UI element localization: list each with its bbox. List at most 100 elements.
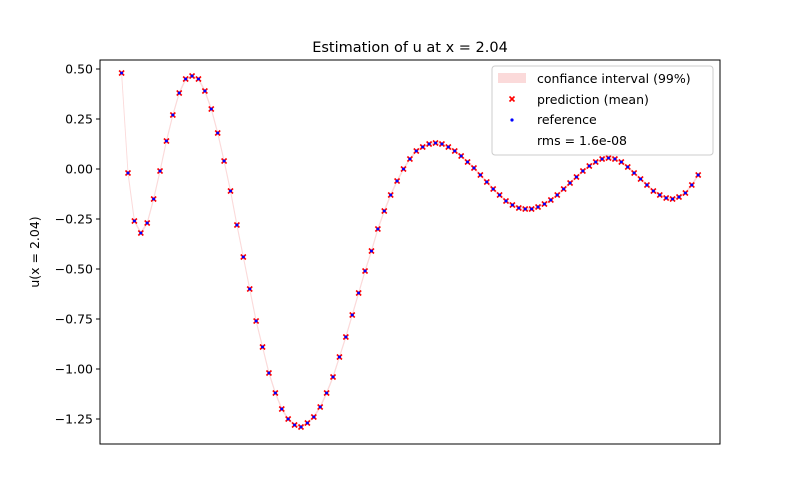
reference-point <box>132 219 136 223</box>
reference-point <box>235 223 239 227</box>
reference-point <box>440 142 444 146</box>
reference-point <box>203 89 207 93</box>
reference-point <box>363 269 367 273</box>
reference-point <box>671 197 675 201</box>
reference-point <box>677 195 681 199</box>
reference-point <box>337 355 341 359</box>
reference-point <box>658 193 662 197</box>
reference-point <box>639 177 643 181</box>
reference-point <box>248 287 252 291</box>
legend-reference-marker <box>510 118 514 122</box>
reference-point <box>171 113 175 117</box>
reference-point <box>261 345 265 349</box>
legend-prediction-marker <box>508 95 516 103</box>
reference-point <box>421 145 425 149</box>
reference-point <box>190 74 194 78</box>
reference-point <box>632 171 636 175</box>
reference-point <box>216 131 220 135</box>
reference-point <box>549 198 553 202</box>
reference-point <box>376 227 380 231</box>
reference-point <box>222 159 226 163</box>
y-tick-label: −1.00 <box>55 362 93 377</box>
reference-point <box>536 205 540 209</box>
reference-point <box>434 141 438 145</box>
reference-point <box>530 207 534 211</box>
reference-point <box>401 167 405 171</box>
reference-point <box>139 231 143 235</box>
reference-point <box>389 193 393 197</box>
reference-point <box>254 319 258 323</box>
reference-point <box>696 173 700 177</box>
reference-point <box>184 77 188 81</box>
reference-point <box>293 423 297 427</box>
reference-point <box>241 255 245 259</box>
reference-point <box>466 160 470 164</box>
reference-point <box>408 157 412 161</box>
reference-point <box>587 164 591 168</box>
reference-point <box>382 209 386 213</box>
legend: confiance interval (99%) prediction (mea… <box>491 65 714 156</box>
chart-title: Estimation of u at x = 2.04 <box>312 40 508 56</box>
reference-point <box>562 187 566 191</box>
reference-point <box>504 199 508 203</box>
reference-point <box>690 183 694 187</box>
reference-point <box>325 391 329 395</box>
y-tick-label: −0.75 <box>55 312 93 327</box>
reference-point <box>594 160 598 164</box>
reference-point <box>164 139 168 143</box>
reference-point <box>152 197 156 201</box>
reference-point <box>267 371 271 375</box>
reference-point <box>517 206 521 210</box>
reference-point <box>600 157 604 161</box>
reference-point <box>574 175 578 179</box>
reference-point <box>318 405 322 409</box>
reference-point <box>651 189 655 193</box>
reference-point <box>607 156 611 160</box>
reference-point <box>357 291 361 295</box>
reference-point <box>542 202 546 206</box>
reference-point <box>510 203 514 207</box>
reference-point <box>331 375 335 379</box>
reference-point <box>555 193 559 197</box>
reference-point <box>312 415 316 419</box>
reference-point <box>683 191 687 195</box>
reference-point <box>581 169 585 173</box>
y-tick-label: −1.25 <box>55 412 93 427</box>
reference-point <box>209 107 213 111</box>
reference-point <box>280 407 284 411</box>
legend-rms-label: rms = 1.6e-08 <box>537 133 627 148</box>
reference-point <box>472 166 476 170</box>
reference-point <box>485 180 489 184</box>
reference-point <box>427 142 431 146</box>
reference-point <box>286 417 290 421</box>
y-tick-label: 0.00 <box>65 162 93 177</box>
reference-point <box>619 160 623 164</box>
reference-point <box>120 71 124 75</box>
legend-prediction-label: prediction (mean) <box>537 92 649 107</box>
reference-point <box>453 149 457 153</box>
reference-point <box>613 157 617 161</box>
plot-frame <box>99 59 721 445</box>
reference-point <box>491 187 495 191</box>
reference-point <box>273 391 277 395</box>
reference-point <box>626 165 630 169</box>
reference-point <box>177 91 181 95</box>
reference-point <box>299 425 303 429</box>
y-tick-label: 0.25 <box>65 112 93 127</box>
reference-point <box>196 77 200 81</box>
reference-point <box>344 335 348 339</box>
reference-point <box>523 207 527 211</box>
legend-ci-swatch <box>498 73 526 83</box>
reference-point <box>145 221 149 225</box>
reference-point <box>395 179 399 183</box>
reference-point <box>459 154 463 158</box>
y-axis-label: u(x = 2.04) <box>27 216 42 287</box>
reference-point <box>229 189 233 193</box>
legend-ci-label: confiance interval (99%) <box>537 71 691 86</box>
reference-point <box>126 171 130 175</box>
reference-point <box>568 181 572 185</box>
reference-point <box>446 145 450 149</box>
legend-frame <box>491 65 714 156</box>
y-tick-label: −0.50 <box>55 262 93 277</box>
reference-point <box>369 249 373 253</box>
